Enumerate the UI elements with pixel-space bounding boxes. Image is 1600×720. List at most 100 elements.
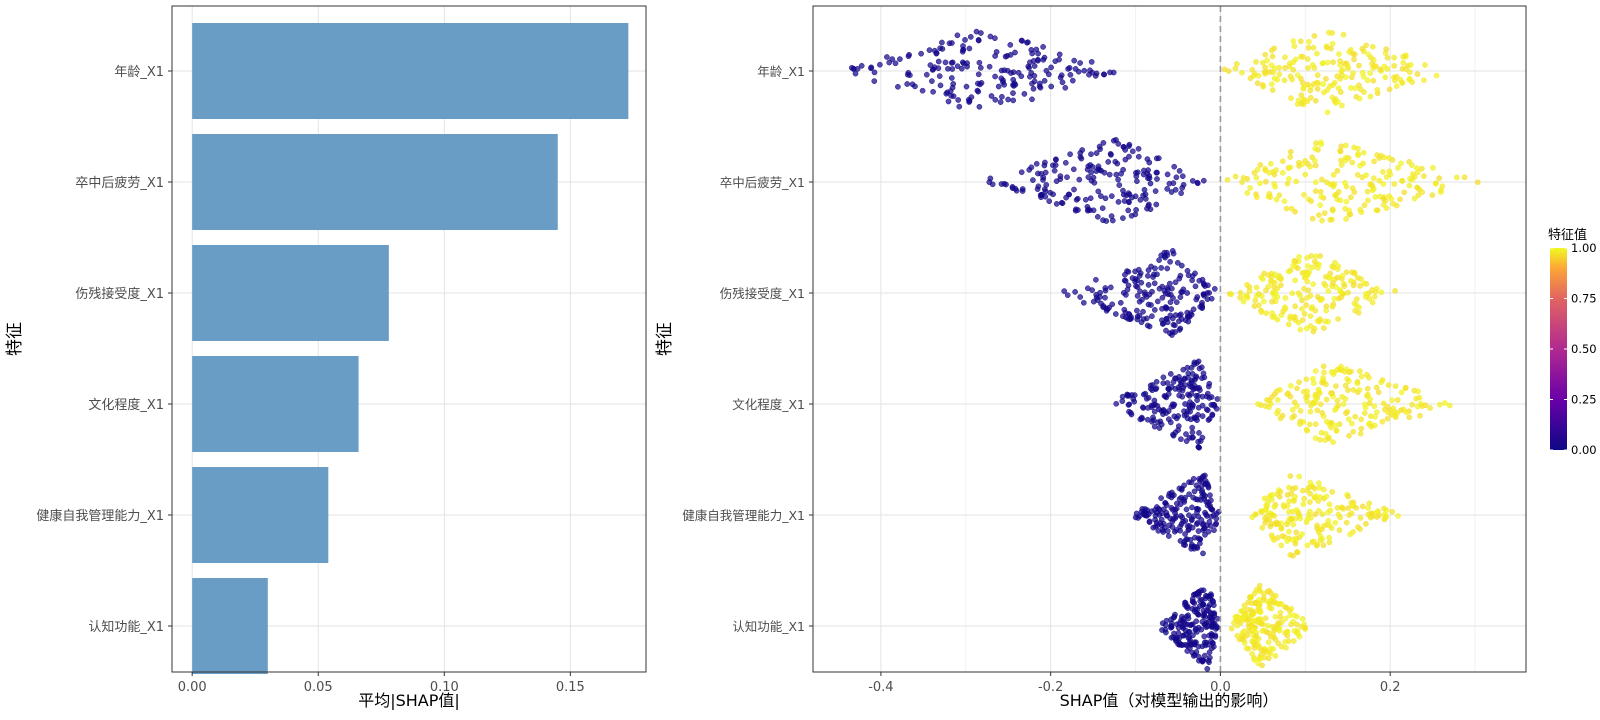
beeswarm-point bbox=[1190, 632, 1196, 639]
beeswarm-point bbox=[1314, 50, 1320, 57]
beeswarm-point bbox=[1294, 385, 1300, 392]
bar-chart-xtick-label: 0.05 bbox=[304, 680, 333, 695]
beeswarm-point bbox=[884, 54, 890, 60]
beeswarm-point bbox=[1152, 401, 1158, 408]
beeswarm-point bbox=[1094, 213, 1101, 220]
beeswarm-point bbox=[1403, 66, 1409, 72]
beeswarm-point bbox=[1335, 85, 1342, 92]
beeswarm-point bbox=[1397, 196, 1403, 203]
beeswarm-point bbox=[1239, 69, 1245, 76]
beeswarm-point bbox=[1177, 325, 1184, 332]
beeswarm-point bbox=[1057, 74, 1064, 81]
beeswarm-point bbox=[1176, 392, 1183, 399]
legend-ticks: 1.00 0.75 0.50 0.25 0.00 bbox=[1550, 241, 1597, 457]
beeswarm-point bbox=[1048, 83, 1055, 90]
beeswarm-point bbox=[1076, 176, 1083, 183]
beeswarm-point bbox=[1184, 648, 1191, 654]
beeswarm-point bbox=[1007, 42, 1014, 48]
beeswarm-point bbox=[868, 64, 875, 71]
beeswarm-point bbox=[1237, 289, 1244, 296]
beeswarm-point bbox=[1357, 430, 1364, 437]
beeswarm-point bbox=[1350, 428, 1357, 435]
beeswarm-point bbox=[1193, 482, 1200, 489]
beeswarm-point bbox=[1319, 410, 1326, 416]
beeswarm-point bbox=[1389, 397, 1395, 404]
beeswarm-point bbox=[1183, 431, 1189, 437]
beeswarm-point bbox=[1159, 620, 1166, 627]
beeswarm-point bbox=[1369, 299, 1376, 306]
beeswarm-point bbox=[1089, 69, 1096, 76]
beeswarm-point bbox=[1116, 182, 1123, 188]
beeswarm-point bbox=[930, 88, 936, 95]
beeswarm-point bbox=[1133, 283, 1139, 289]
beeswarm-point bbox=[1189, 429, 1196, 436]
beeswarm-point bbox=[1284, 629, 1291, 635]
beeswarm-point bbox=[1297, 515, 1304, 522]
beeswarm-point bbox=[1365, 197, 1371, 204]
beeswarm-point bbox=[948, 75, 955, 81]
beeswarm-point bbox=[1416, 394, 1423, 401]
bar-chart-xtick-label: 0.10 bbox=[430, 680, 459, 695]
beeswarm-point bbox=[1312, 421, 1319, 427]
beeswarm-point bbox=[1371, 63, 1378, 69]
beeswarm-point bbox=[1194, 610, 1200, 617]
beeswarm-point bbox=[1033, 160, 1040, 167]
beeswarm-point bbox=[1276, 71, 1283, 78]
beeswarm-point bbox=[1128, 392, 1135, 398]
beeswarm-point bbox=[1330, 280, 1336, 287]
beeswarm-point bbox=[1298, 100, 1305, 107]
beeswarm-point bbox=[1296, 473, 1303, 480]
beeswarm-point bbox=[1274, 285, 1281, 292]
beeswarm-point bbox=[1311, 157, 1318, 164]
beeswarm-point bbox=[1030, 85, 1037, 92]
beeswarm-point bbox=[1056, 51, 1063, 58]
beeswarm-point bbox=[1163, 629, 1169, 636]
beeswarm-point bbox=[1053, 201, 1060, 207]
beeswarm-point bbox=[1290, 552, 1296, 559]
beeswarm-point bbox=[1272, 636, 1279, 643]
beeswarm-frame bbox=[812, 5, 1527, 673]
beeswarm-point bbox=[1401, 189, 1408, 196]
beeswarm-point bbox=[1316, 526, 1322, 533]
beeswarm-point bbox=[1389, 508, 1396, 515]
beeswarm-point bbox=[1363, 521, 1369, 527]
beeswarm-point bbox=[1207, 610, 1214, 616]
beeswarm-point bbox=[1199, 299, 1205, 306]
beeswarm-point bbox=[1415, 388, 1421, 395]
beeswarm-point bbox=[1145, 167, 1151, 173]
beeswarm-point bbox=[1255, 642, 1262, 649]
beeswarm-point bbox=[1341, 283, 1348, 289]
beeswarm-point bbox=[1415, 169, 1421, 176]
beeswarm-point bbox=[1318, 193, 1325, 200]
beeswarm-point bbox=[1406, 69, 1413, 75]
beeswarm-point bbox=[1082, 196, 1089, 203]
beeswarm-point bbox=[1212, 521, 1219, 528]
beeswarm-point bbox=[1316, 390, 1323, 396]
beeswarm-point bbox=[1195, 513, 1202, 520]
beeswarm-point bbox=[1303, 376, 1310, 383]
beeswarm-point bbox=[1329, 40, 1336, 47]
beeswarm-point bbox=[1329, 206, 1336, 213]
beeswarm-point bbox=[1195, 528, 1202, 534]
beeswarm-point bbox=[1263, 178, 1269, 185]
beeswarm-point bbox=[1287, 473, 1294, 479]
beeswarm-point bbox=[1200, 291, 1207, 298]
beeswarm-point bbox=[1289, 536, 1296, 543]
beeswarm-point bbox=[1406, 182, 1413, 189]
beeswarm-point bbox=[1166, 280, 1173, 287]
beeswarm-point bbox=[1304, 272, 1311, 278]
beeswarm-point bbox=[1371, 293, 1378, 300]
beeswarm-point bbox=[992, 96, 999, 103]
beeswarm-point bbox=[1162, 254, 1168, 261]
bar-5 bbox=[192, 467, 329, 563]
beeswarm-point bbox=[1319, 176, 1325, 183]
beeswarm-point bbox=[1180, 632, 1186, 639]
beeswarm-point bbox=[1262, 615, 1269, 622]
beeswarm-point bbox=[1304, 398, 1310, 404]
beeswarm-point bbox=[1064, 174, 1070, 181]
beeswarm-point bbox=[1297, 326, 1304, 333]
beeswarm-point bbox=[1280, 502, 1287, 508]
beeswarm-point bbox=[1359, 69, 1366, 76]
beeswarm-point bbox=[1124, 391, 1130, 398]
beeswarm-point bbox=[1251, 169, 1258, 176]
